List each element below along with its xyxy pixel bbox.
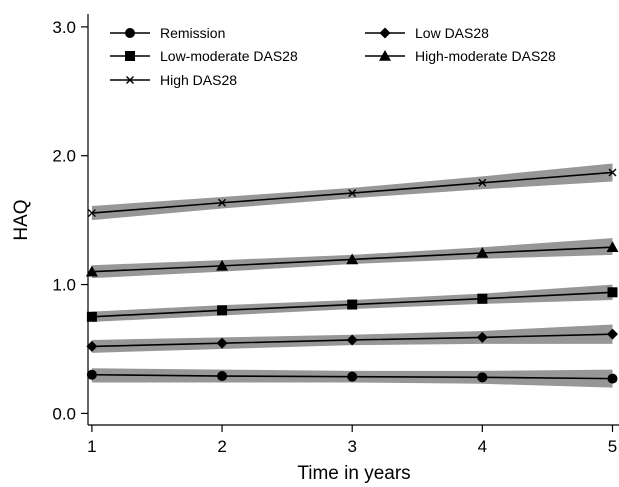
data-point-4-0 — [87, 209, 96, 218]
y-tick-label: 1.0 — [52, 276, 76, 295]
data-point-4-3 — [478, 178, 487, 187]
data-point-2-4 — [607, 287, 618, 298]
legend-item-2: Low-moderate DAS28 — [110, 48, 298, 64]
legend-marker-x-icon — [126, 76, 134, 84]
data-point-2-0 — [86, 311, 97, 322]
legend-marker-triangle-icon — [379, 50, 391, 61]
data-point-3-2 — [346, 253, 359, 265]
data-point-0-1 — [217, 371, 228, 382]
data-point-1-2 — [346, 334, 358, 346]
legend-marker-diamond-icon — [379, 27, 391, 39]
legend: Remission Low DAS28 Low-moderate DAS28 High… — [110, 25, 556, 88]
legend-label: Low-moderate DAS28 — [160, 48, 298, 64]
legend-item-4: High DAS28 — [110, 72, 237, 88]
legend-marker-square-icon — [125, 51, 135, 61]
legend-item-3: High-moderate DAS28 — [365, 48, 556, 64]
series-markers — [85, 168, 619, 384]
data-point-0-2 — [347, 371, 358, 382]
legend-marker-circle-icon — [125, 28, 135, 38]
x-axis-title: Time in years — [297, 463, 410, 484]
data-point-2-1 — [217, 305, 228, 316]
data-point-3-3 — [476, 246, 489, 258]
data-point-4-4 — [608, 168, 617, 177]
x-tick-label: 3 — [347, 437, 356, 456]
data-point-0-3 — [477, 372, 488, 383]
data-point-1-1 — [216, 337, 228, 349]
x-tick-label: 1 — [87, 437, 96, 456]
y-ticks: 0.0 1.0 2.0 3.0 — [52, 18, 88, 423]
x-tick-label: 4 — [478, 437, 487, 456]
legend-label: High DAS28 — [160, 72, 237, 88]
data-point-3-4 — [606, 241, 619, 253]
axes: 0.0 1.0 2.0 3.0 1 2 3 4 5 — [52, 14, 619, 456]
legend-item-0: Remission — [110, 25, 225, 41]
y-tick-label: 0.0 — [52, 404, 76, 423]
data-point-3-0 — [85, 265, 98, 277]
data-point-1-3 — [476, 331, 488, 343]
data-point-1-0 — [86, 340, 98, 352]
x-ticks: 1 2 3 4 5 — [87, 425, 617, 456]
data-point-4-2 — [348, 189, 357, 198]
confidence-bands — [91, 163, 613, 388]
data-point-1-4 — [606, 328, 618, 340]
legend-item-1: Low DAS28 — [365, 25, 489, 41]
confidence-band-4 — [91, 163, 613, 221]
y-tick-label: 2.0 — [52, 147, 76, 166]
data-point-3-1 — [216, 259, 229, 271]
legend-label: High-moderate DAS28 — [415, 48, 556, 64]
x-tick-label: 2 — [217, 437, 226, 456]
data-point-4-1 — [218, 198, 227, 207]
data-point-2-3 — [477, 293, 488, 304]
data-point-0-0 — [86, 369, 97, 380]
legend-label: Low DAS28 — [415, 25, 489, 41]
x-tick-label: 5 — [608, 437, 617, 456]
y-axis-title: HAQ — [11, 199, 32, 240]
legend-label: Remission — [160, 25, 225, 41]
data-point-0-4 — [607, 373, 618, 384]
y-tick-label: 3.0 — [52, 18, 76, 37]
data-point-2-2 — [347, 299, 358, 310]
